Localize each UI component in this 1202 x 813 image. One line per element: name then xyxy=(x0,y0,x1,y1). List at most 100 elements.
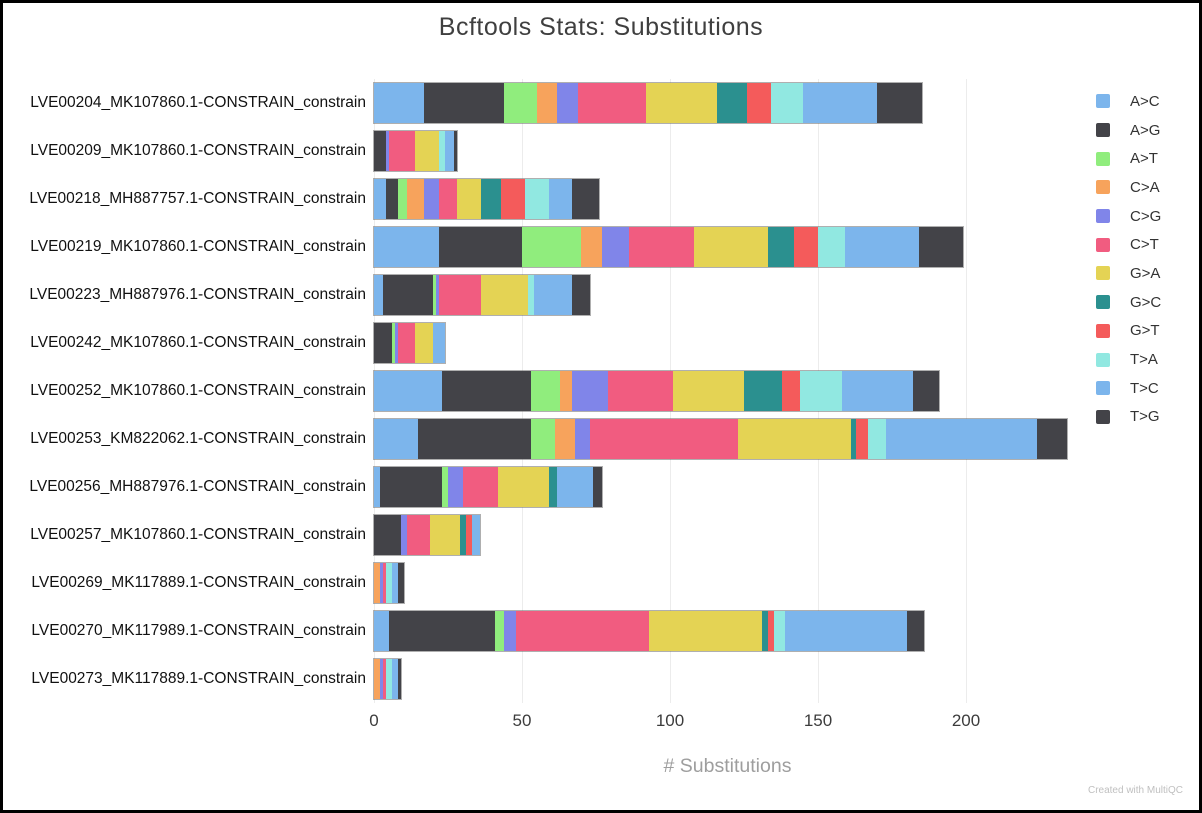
x-tick-label: 200 xyxy=(951,711,981,730)
bar-segment xyxy=(465,515,472,555)
bar-segment xyxy=(498,467,549,507)
bar-segment xyxy=(501,179,525,219)
legend-item: C>G xyxy=(1096,202,1161,231)
bar-row xyxy=(373,463,1081,511)
bar-segment xyxy=(480,275,528,315)
x-tick-label: 0 xyxy=(369,711,379,730)
legend-label: T>G xyxy=(1130,408,1160,426)
stacked-bar xyxy=(373,658,402,700)
legend-item: G>A xyxy=(1096,259,1161,288)
sample-label: LVE00219_MK107860.1-CONSTRAIN_constrain xyxy=(30,238,366,255)
stacked-bar xyxy=(373,82,923,124)
legend-item: A>C xyxy=(1096,87,1161,116)
legend-swatch xyxy=(1096,180,1110,195)
bar-segment xyxy=(388,131,416,171)
bar-row xyxy=(372,367,1081,415)
bar-segment xyxy=(397,179,407,219)
legend-item: C>T xyxy=(1096,230,1161,259)
legend-label: A>C xyxy=(1130,92,1160,110)
bar-segment xyxy=(536,83,558,123)
bar-row xyxy=(373,223,1081,271)
sample-label: LVE00209_MK107860.1-CONSTRAIN_constrain xyxy=(30,142,366,159)
bar-segment xyxy=(504,83,537,123)
bar-segment xyxy=(439,179,457,219)
stacked-bar xyxy=(372,514,482,556)
legend-swatch xyxy=(1096,123,1110,138)
bar-segment xyxy=(868,419,886,459)
bar-segment xyxy=(738,419,851,459)
bar-segment xyxy=(601,227,629,267)
bar-segment xyxy=(439,227,522,267)
legend-swatch xyxy=(1096,266,1110,281)
bar-segment xyxy=(649,611,762,651)
bar-segment xyxy=(459,515,466,555)
legend-label: C>A xyxy=(1130,178,1160,196)
legend-label: A>T xyxy=(1130,150,1158,168)
bar-segment xyxy=(530,419,555,459)
bar-segment xyxy=(572,371,608,411)
bar-segment xyxy=(717,83,747,123)
legend-label: G>A xyxy=(1130,264,1161,282)
bar-segment xyxy=(590,419,739,459)
legend-item: A>G xyxy=(1096,116,1161,145)
stacked-bar xyxy=(372,274,592,316)
bar-segment xyxy=(374,515,401,555)
bar-segment xyxy=(374,275,383,315)
bar-segment xyxy=(406,179,425,219)
bar-segment xyxy=(803,83,878,123)
legend-swatch xyxy=(1096,323,1110,338)
bar-segment xyxy=(374,131,386,171)
bar-segment xyxy=(794,227,818,267)
bar-segment xyxy=(578,83,647,123)
bar-segment xyxy=(767,611,774,651)
gridline xyxy=(966,79,967,703)
bar-segment xyxy=(495,611,505,651)
sample-label: LVE00253_KM822062.1-CONSTRAIN_constrain xyxy=(30,430,366,447)
bar-segment xyxy=(646,83,718,123)
legend-label: G>T xyxy=(1130,322,1160,340)
bar-segment xyxy=(572,275,591,315)
bar-segment xyxy=(480,179,502,219)
sample-label: LVE00252_MK107860.1-CONSTRAIN_constrain xyxy=(30,382,366,399)
bar-segment xyxy=(439,275,481,315)
bar-row xyxy=(373,319,1081,367)
x-tick-label: 150 xyxy=(803,711,833,730)
bar-segment xyxy=(415,323,434,363)
bar-segment xyxy=(906,611,925,651)
bar-segment xyxy=(400,515,407,555)
legend-label: T>A xyxy=(1130,351,1158,369)
bar-segment xyxy=(453,131,457,171)
legend-label: G>C xyxy=(1130,293,1162,311)
bar-segment xyxy=(471,515,481,555)
legend-swatch xyxy=(1096,381,1110,396)
bar-row xyxy=(373,79,1081,127)
bar-segment xyxy=(374,659,380,699)
bar-segment xyxy=(462,467,499,507)
bar-segment xyxy=(415,131,440,171)
bar-segment xyxy=(444,131,454,171)
x-tick-label: 50 xyxy=(512,711,532,730)
bar-segment xyxy=(418,419,531,459)
legend-swatch xyxy=(1096,237,1110,252)
bar-segment xyxy=(877,83,922,123)
bar-segment xyxy=(607,371,673,411)
legend-label: C>T xyxy=(1130,236,1159,254)
x-tick-label: 100 xyxy=(655,711,685,730)
bar-segment xyxy=(841,371,913,411)
legend-swatch xyxy=(1096,151,1110,166)
bar-segment xyxy=(379,563,383,603)
bar-segment xyxy=(424,179,440,219)
bar-row xyxy=(372,511,1081,559)
bar-segment xyxy=(912,371,940,411)
bar-row xyxy=(373,175,1081,223)
bar-segment xyxy=(746,83,771,123)
legend-label: C>G xyxy=(1130,207,1162,225)
bar-segment xyxy=(385,179,398,219)
bar-segment xyxy=(782,371,801,411)
bar-segment xyxy=(524,179,549,219)
bar-segment xyxy=(433,275,437,315)
bar-segment xyxy=(817,227,845,267)
legend-label: A>G xyxy=(1130,121,1161,139)
bar-segment xyxy=(382,563,386,603)
